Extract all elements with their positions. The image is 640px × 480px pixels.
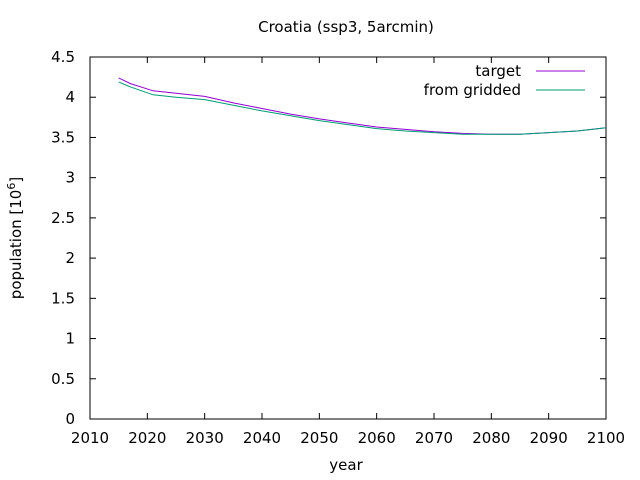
y-axis-ticks <box>90 56 606 420</box>
series-line-from-gridded <box>118 81 607 135</box>
x-tick-label: 2030 <box>186 429 224 447</box>
y-tick-label: 0.5 <box>51 370 75 388</box>
y-tick-label: 2.5 <box>51 209 75 227</box>
series-layer <box>118 77 607 135</box>
y-tick-label: 0 <box>65 410 75 428</box>
y-tick-label: 3.5 <box>51 128 75 146</box>
x-tick-label: 2040 <box>243 429 281 447</box>
legend: target from gridded <box>424 62 585 99</box>
legend-label-target: target <box>475 62 521 80</box>
y-axis-title-main: population [10 <box>7 190 25 300</box>
y-axis-tick-labels: 0 0.5 1 1.5 2 2.5 3 3.5 4 4.5 <box>51 48 75 428</box>
y-tick-label: 2 <box>65 249 75 267</box>
x-tick-label: 2100 <box>587 429 625 447</box>
legend-label-from-gridded: from gridded <box>424 81 521 99</box>
x-axis-title: year <box>329 456 363 474</box>
plot-frame <box>89 56 607 420</box>
x-tick-label: 2090 <box>530 429 568 447</box>
y-tick-label: 4.5 <box>51 48 75 66</box>
x-tick-label: 2010 <box>71 429 109 447</box>
x-tick-label: 2070 <box>415 429 453 447</box>
series-line-target <box>118 77 607 135</box>
chart-title: Croatia (ssp3, 5arcmin) <box>258 18 434 36</box>
x-axis-tick-labels: 2010 2020 2030 2040 2050 2060 2070 2080 2090 2100 <box>71 429 625 447</box>
x-tick-label: 2020 <box>128 429 166 447</box>
x-tick-label: 2050 <box>300 429 338 447</box>
y-axis-title: population [106] <box>5 177 25 299</box>
x-axis-ticks <box>89 57 607 419</box>
y-tick-label: 1.5 <box>51 289 75 307</box>
y-tick-label: 4 <box>65 88 75 106</box>
x-tick-label: 2080 <box>472 429 510 447</box>
x-tick-label: 2060 <box>358 429 396 447</box>
y-tick-label: 3 <box>65 169 75 187</box>
y-tick-label: 1 <box>65 330 75 348</box>
y-axis-title-superscript: 6 <box>5 183 18 190</box>
y-axis-title-close: ] <box>7 177 25 183</box>
